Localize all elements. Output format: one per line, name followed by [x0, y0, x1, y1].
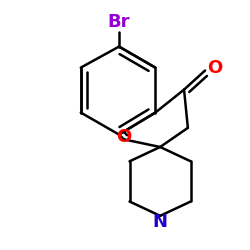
Text: N: N [153, 213, 168, 231]
Text: O: O [116, 128, 132, 146]
Text: Br: Br [108, 13, 130, 31]
Text: O: O [207, 59, 222, 77]
